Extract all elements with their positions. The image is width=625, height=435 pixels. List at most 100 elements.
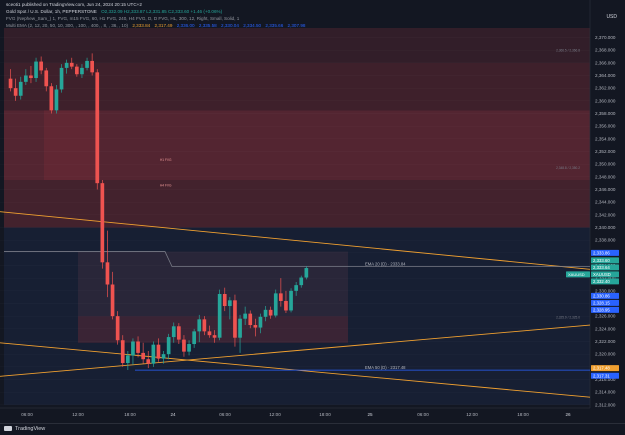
time-tick-label: 18:00 [319,412,331,417]
candle-body [299,277,304,286]
time-tick-label: 12:00 [466,412,478,417]
candle-body [187,344,191,352]
candle-body [289,290,293,311]
candle-body [29,75,33,79]
price-tag [591,264,619,271]
ema-value: 2,330.04 [221,23,239,28]
fvg-zone [44,110,100,180]
time-tick-label: 18:00 [517,412,529,417]
price-tick-label: 2,344.000 [595,200,616,205]
price-tick-label: 2,312.000 [595,402,616,407]
candle-body [24,75,28,82]
price-tag-text: 2,333.86 [593,250,610,255]
ema-value: 2,333.84 [132,23,151,28]
price-tick-label: 2,340.000 [595,225,616,230]
price-tag [591,372,619,379]
candle-body [166,337,171,355]
price-tag [591,271,619,278]
candle-body [18,81,23,96]
candle-body [13,88,18,96]
ema-line [4,251,590,267]
candle-body [258,316,263,328]
price-tick-label: 2,354.000 [595,136,616,141]
candle-body [171,326,176,338]
candle-body [177,326,181,340]
candle-body [136,341,140,353]
candle-body [126,355,130,364]
symbol-title: Gold Spot / U.S. Dollar, 1h, PEPPERSTONE [6,9,97,14]
candle-body [304,268,309,278]
price-tick-label: 2,316.000 [595,377,616,382]
price-tick-label: 2,368.000 [595,48,616,53]
price-tag-text: 2,332.40 [593,279,610,284]
price-tag [591,365,619,372]
fvg-price-label: 2,348.8 / 2,350.2 [556,166,580,170]
ema-value: 2,336.00 [176,23,195,28]
price-tag [591,299,619,306]
time-tick-label: 12:00 [72,412,84,417]
tradingview-logo[interactable]: TradingView [4,426,45,432]
candle-body [49,86,54,111]
candle-body [207,331,212,336]
ohlc-values: O2,332.09 H2,333.87 L2,331.85 C2,333.60 … [101,9,223,14]
candle-body [197,319,202,332]
fvg-label: H4 FVG [160,183,172,187]
candle-body [141,352,145,360]
price-tick-label: 2,356.000 [595,124,616,129]
price-tag [591,249,619,256]
price-tag [591,257,619,264]
price-tick-label: 2,346.000 [595,187,616,192]
trendline [0,324,591,377]
currency-label[interactable]: USD [606,14,617,20]
logo-text: TradingView [15,426,46,432]
candle-body [8,78,13,89]
symbol-tag-text: XAUUSD [568,272,585,277]
price-tick-label: 2,348.000 [595,174,616,179]
fvg-indicator-legend[interactable]: FVG (Nephew_Sam_) 1, FVG, m15 FVG, 60, H… [6,16,240,21]
symbol-legend[interactable]: Gold Spot / U.S. Dollar, 1h, PEPPERSTONE… [6,9,225,14]
candle-body [217,294,222,338]
time-tick-label: 18:00 [124,412,136,417]
fvg-zone [4,28,590,63]
candle-body [85,60,89,68]
candle-body [243,313,247,319]
ema-value: 2,317.49 [154,23,173,28]
price-tick-label: 2,326.000 [595,314,616,319]
candle-body [100,183,105,263]
candle-body [34,61,38,79]
candle-body [161,354,166,359]
candle-body [192,331,196,345]
price-tick-label: 2,342.000 [595,212,616,217]
price-axis [590,0,625,435]
candle-body [273,293,278,316]
candle-body [110,284,115,317]
price-tick-label: 2,358.000 [595,111,616,116]
candle-body [54,89,59,111]
ema-label: EMA 50 (D) · 2317.48 [365,365,406,370]
candle-body [131,341,135,356]
candle-body [105,262,110,285]
price-tick-label: 2,314.000 [595,390,616,395]
candle-body [95,72,100,184]
price-tag [591,278,619,285]
time-tick-label: 25 [367,412,373,417]
fvg-price-label: 2,325.9 / 2,325.0 [556,316,580,320]
ema-label: EMA 20 (D) · 2333.84 [365,261,406,266]
price-tick-label: 2,350.000 [595,162,616,167]
price-tick-label: 2,338.000 [595,238,616,243]
candle-body [39,61,43,71]
candle-body [253,325,258,328]
candle-body [146,359,151,364]
price-tick-label: 2,362.000 [595,86,616,91]
candle-body [233,300,237,338]
candle-body [90,60,94,73]
price-tag-text: 2,317.31 [593,373,610,378]
candle-body [222,294,227,307]
price-tag-text: 2,333.60 [593,258,610,263]
price-tag [591,306,619,313]
tradingview-logo-icon [4,426,12,431]
multi-ema-legend[interactable]: Multi EMA (2, 12, 20, 50, 10, 300, , 100… [6,23,308,28]
byline: sceoti1 published on TradingView.com, Ju… [6,2,142,7]
trendline [0,211,591,270]
